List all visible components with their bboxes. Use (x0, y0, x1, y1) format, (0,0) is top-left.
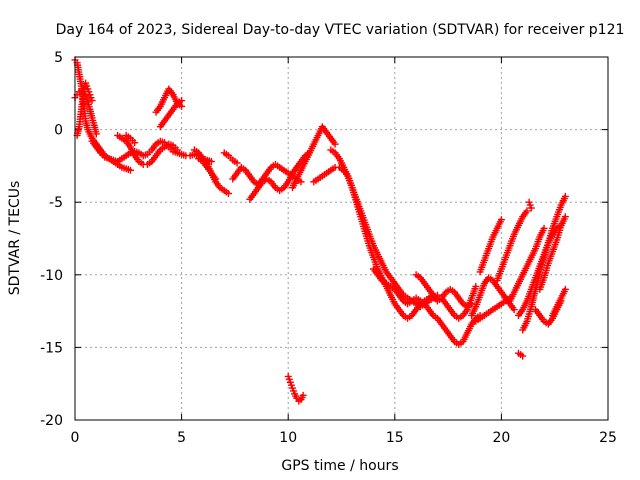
y-tick-label: -20 (40, 413, 63, 429)
data-point-track-ab (519, 352, 527, 360)
x-tick-label: 10 (279, 430, 297, 446)
data-point-track-af (212, 175, 220, 183)
data-point-track-g (178, 97, 186, 105)
y-tick-label: 5 (54, 50, 63, 66)
data-point-track-e (173, 146, 181, 154)
data-points (71, 56, 569, 405)
data-point-track-c (88, 97, 96, 105)
y-axis-label: SDTVAR / TECUs (7, 181, 23, 296)
y-tick-label: -15 (40, 340, 63, 356)
data-point-track-t (497, 216, 505, 224)
plot-frame (74, 56, 609, 421)
y-tick-labels: 5 0 -5 -10 -15 -20 (40, 50, 63, 429)
data-point-track-u (523, 207, 531, 215)
data-point-track-q (472, 282, 480, 290)
data-point-track-b (92, 130, 100, 138)
data-point-track-ad (299, 391, 307, 399)
data-point-track-ae (131, 139, 139, 147)
data-point-track-ac (527, 204, 535, 212)
data-point-track-i (233, 159, 241, 167)
axis-ticks (74, 56, 609, 421)
grid (75, 57, 608, 420)
y-tick-label: -10 (40, 268, 63, 284)
x-axis-label: GPS time / hours (281, 458, 398, 474)
x-tick-label: 20 (492, 430, 510, 446)
data-point-track-l (331, 140, 339, 148)
chart-title: Day 164 of 2023, Sidereal Day-to-day VTE… (56, 22, 625, 38)
x-tick-label: 5 (177, 430, 186, 446)
x-tick-label: 0 (71, 430, 80, 446)
data-point-track-j (297, 178, 305, 186)
data-point-track-x (561, 192, 569, 200)
data-point-track-d (207, 158, 215, 166)
x-tick-labels: 0 5 10 15 20 25 (71, 430, 617, 446)
data-point-track-a (126, 166, 134, 174)
y-tick-label: 0 (54, 123, 63, 139)
y-tick-label: -5 (49, 195, 63, 211)
data-point-track-aa (561, 285, 569, 293)
x-tick-label: 25 (599, 430, 617, 446)
data-point-track-h (225, 189, 233, 197)
x-tick-label: 15 (386, 430, 404, 446)
data-point-track-r (510, 306, 518, 314)
data-point-track-v (540, 224, 548, 232)
data-point-track-z (561, 213, 569, 221)
